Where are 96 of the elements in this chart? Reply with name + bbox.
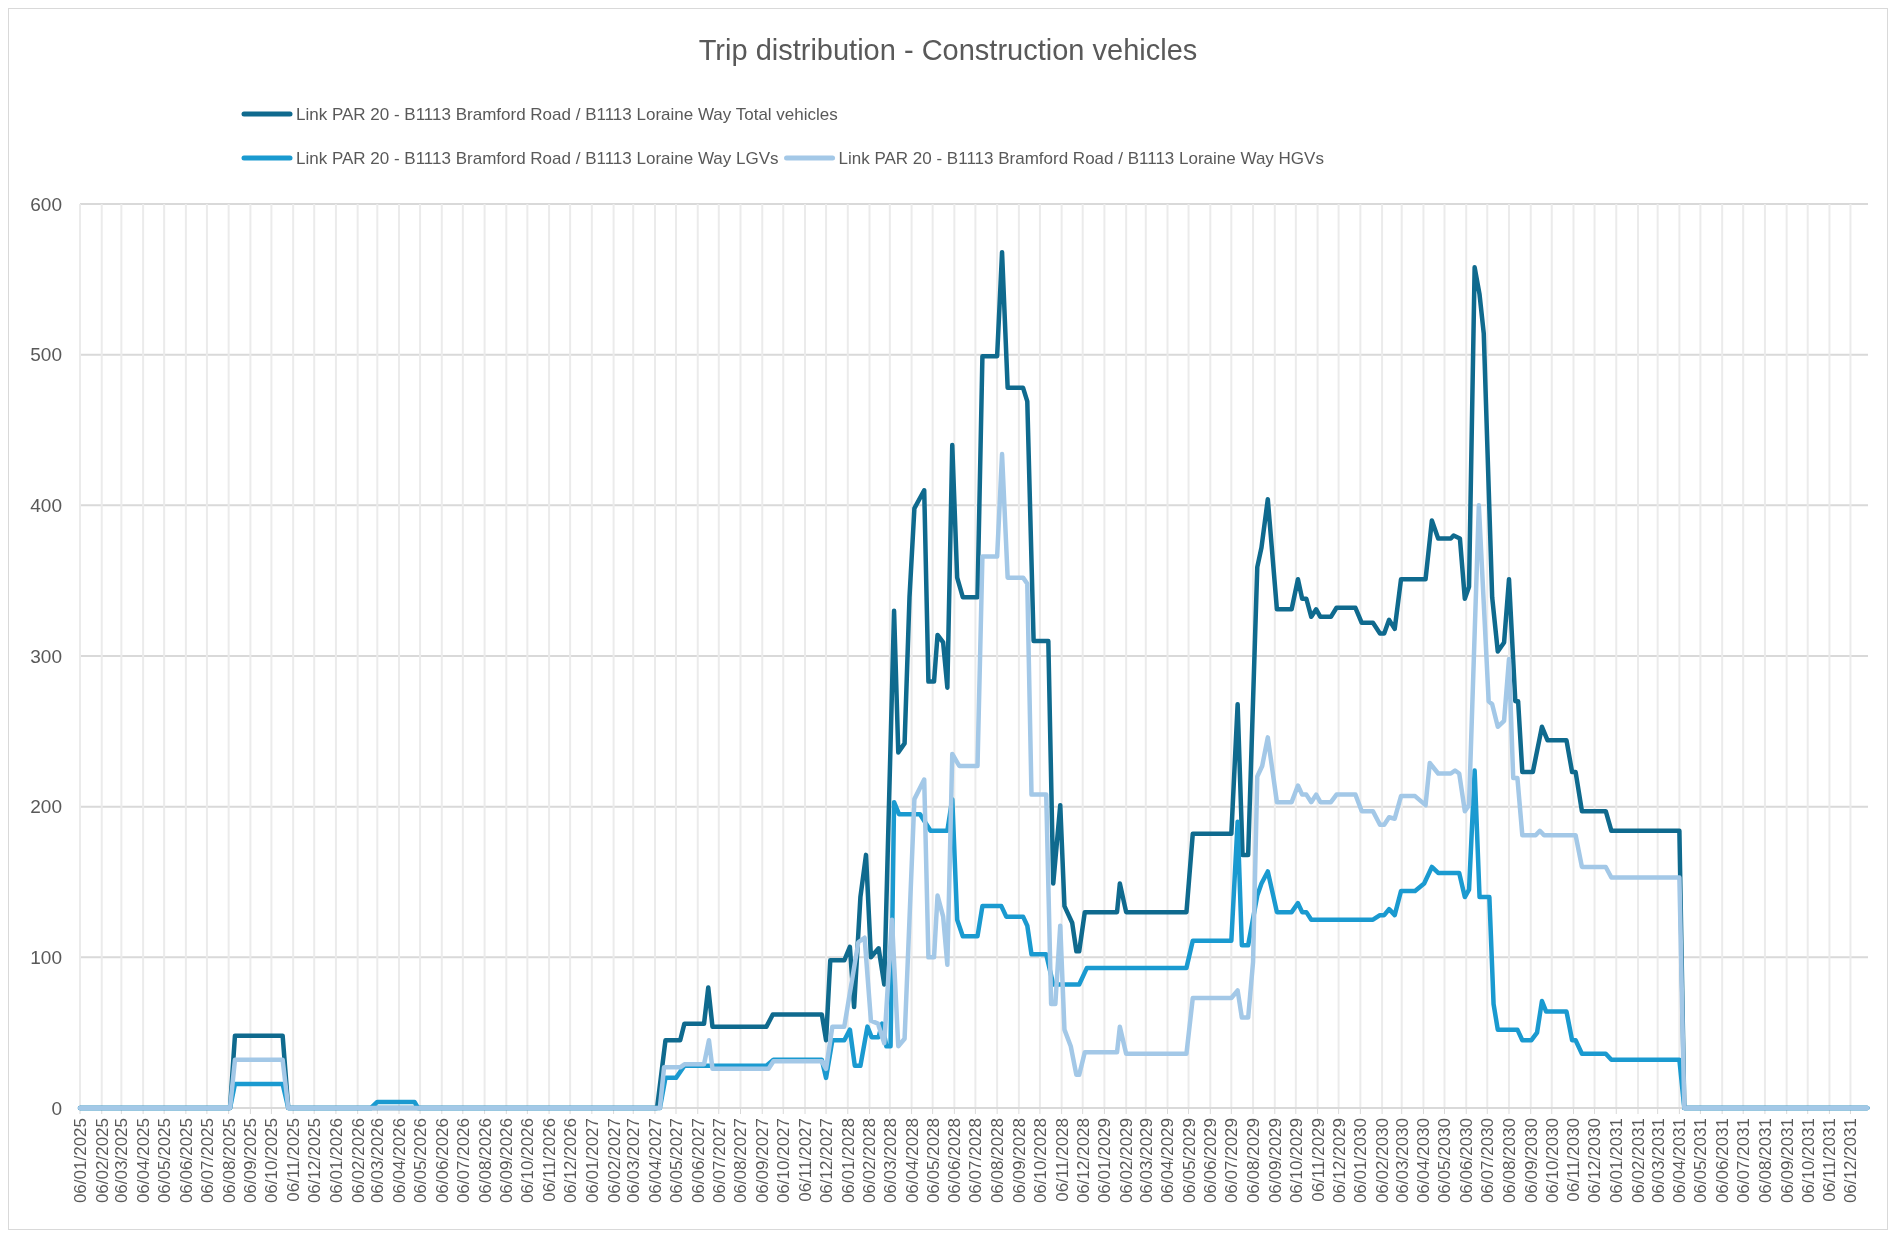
x-tick-label: 06/09/2025	[241, 1118, 261, 1204]
x-tick-label: 06/01/2026	[326, 1118, 346, 1204]
x-tick-label: 06/12/2026	[561, 1118, 581, 1204]
x-tick-label: 06/06/2030	[1457, 1118, 1477, 1204]
x-tick-label: 06/11/2029	[1308, 1118, 1328, 1202]
x-tick-label: 06/08/2028	[988, 1118, 1008, 1204]
x-tick-label: 06/05/2025	[155, 1118, 175, 1204]
x-tick-label: 06/02/2030	[1373, 1118, 1393, 1204]
x-tick-label: 06/09/2031	[1777, 1118, 1797, 1204]
x-tick-label: 06/02/2026	[348, 1118, 368, 1204]
legend-label: Link PAR 20 - B1113 Bramford Road / B1113 Loraine Way HGVs	[838, 148, 1324, 168]
x-tick-label: 06/05/2030	[1435, 1118, 1455, 1204]
x-tick-label: 06/09/2029	[1265, 1118, 1285, 1204]
x-tick-label: 06/09/2030	[1521, 1118, 1541, 1204]
x-tick-label: 06/07/2025	[197, 1118, 217, 1204]
x-tick-label: 06/02/2028	[860, 1118, 880, 1204]
x-tick-label: 06/05/2026	[411, 1118, 431, 1204]
y-tick-label: 300	[30, 645, 62, 667]
x-tick-label: 06/12/2028	[1073, 1118, 1093, 1204]
x-tick-label: 06/04/2026	[389, 1118, 409, 1204]
x-tick-label: 06/06/2029	[1201, 1118, 1221, 1204]
line-series	[77, 451, 1870, 1111]
x-tick-label: 06/01/2030	[1351, 1118, 1371, 1204]
x-tick-label: 06/08/2029	[1244, 1118, 1264, 1204]
x-tick-label: 06/10/2027	[774, 1118, 794, 1204]
legend-label: Link PAR 20 - B1113 Bramford Road / B1113 Loraine Way LGVs	[296, 148, 779, 168]
x-tick-label: 06/03/2025	[112, 1118, 132, 1204]
x-tick-label: 06/11/2031	[1820, 1118, 1840, 1202]
x-tick-label: 06/08/2025	[219, 1118, 239, 1204]
x-tick-label: 06/07/2026	[453, 1118, 473, 1204]
x-tick-label: 06/09/2027	[753, 1118, 773, 1204]
x-tick-label: 06/03/2028	[880, 1118, 900, 1204]
y-tick-label: 400	[30, 494, 62, 516]
y-tick-label: 0	[51, 1097, 62, 1119]
y-tick-label: 200	[30, 796, 62, 818]
x-tick-label: 06/12/2031	[1841, 1118, 1861, 1204]
x-tick-label: 06/03/2031	[1648, 1118, 1668, 1204]
x-tick-label: 06/04/2027	[645, 1118, 665, 1204]
x-tick-label: 06/06/2031	[1713, 1118, 1733, 1204]
chart-title: Trip distribution - Construction vehicles	[698, 34, 1198, 66]
x-tick-label: 06/02/2027	[604, 1118, 624, 1204]
x-tick-label: 06/01/2031	[1607, 1118, 1627, 1204]
legend-label: Link PAR 20 - B1113 Bramford Road / B1113 Loraine Way Total vehicles	[296, 104, 838, 124]
x-tick-label: 06/10/2025	[262, 1118, 282, 1204]
x-tick-label: 06/10/2026	[518, 1118, 538, 1204]
x-tick-label: 06/04/2028	[902, 1118, 922, 1204]
x-tick-label: 06/01/2025	[70, 1118, 90, 1204]
x-tick-label: 06/07/2029	[1222, 1118, 1242, 1204]
y-tick-label: 600	[30, 193, 62, 215]
x-tick-label: 06/08/2027	[731, 1118, 751, 1204]
x-tick-label: 06/02/2029	[1117, 1118, 1137, 1204]
x-tick-label: 06/04/2030	[1414, 1118, 1434, 1204]
x-tick-label: 06/05/2027	[666, 1118, 686, 1204]
x-tick-label: 06/06/2025	[176, 1118, 196, 1204]
x-tick-label: 06/03/2026	[368, 1118, 388, 1204]
x-tick-label: 06/12/2025	[305, 1118, 325, 1204]
x-tick-label: 06/01/2028	[838, 1118, 858, 1204]
x-tick-label: 06/10/2028	[1030, 1118, 1050, 1204]
x-tick-label: 06/11/2025	[284, 1118, 304, 1202]
x-tick-label: 06/11/2030	[1564, 1118, 1584, 1202]
x-tick-label: 06/10/2031	[1798, 1118, 1818, 1204]
x-tick-label: 06/07/2027	[709, 1118, 729, 1204]
x-tick-label: 06/04/2025	[134, 1118, 154, 1204]
x-tick-label: 06/09/2028	[1009, 1118, 1029, 1204]
x-tick-label: 06/09/2026	[497, 1118, 517, 1204]
x-tick-label: 06/02/2031	[1628, 1118, 1648, 1204]
x-tick-label: 06/10/2029	[1286, 1118, 1306, 1204]
x-tick-label: 06/08/2031	[1755, 1118, 1775, 1204]
x-tick-label: 06/12/2027	[817, 1118, 836, 1204]
x-tick-label: 06/12/2029	[1329, 1118, 1349, 1204]
x-tick-label: 06/11/2028	[1052, 1118, 1072, 1202]
x-tick-label: 06/08/2030	[1499, 1118, 1519, 1204]
x-tick-label: 06/07/2030	[1478, 1118, 1498, 1204]
x-tick-label: 06/12/2030	[1585, 1118, 1605, 1204]
x-tick-label: 06/03/2029	[1136, 1118, 1156, 1204]
x-tick-label: 06/07/2031	[1734, 1118, 1754, 1204]
x-tick-label: 06/05/2029	[1179, 1118, 1199, 1204]
x-tick-label: 06/10/2030	[1542, 1118, 1562, 1204]
x-tick-label: 06/06/2028	[945, 1118, 965, 1204]
x-tick-label: 06/05/2028	[923, 1118, 943, 1204]
x-tick-label: 06/03/2027	[624, 1118, 644, 1204]
x-tick-label: 06/11/2026	[540, 1118, 560, 1202]
x-tick-label: 06/07/2028	[966, 1118, 986, 1204]
x-tick-label: 06/11/2027	[795, 1118, 815, 1202]
x-tick-label: 06/04/2031	[1670, 1118, 1690, 1204]
x-tick-label: 06/04/2029	[1158, 1118, 1178, 1204]
y-tick-label: 100	[30, 946, 62, 968]
x-tick-label: 06/06/2027	[688, 1118, 708, 1204]
x-tick-label: 06/06/2026	[432, 1118, 452, 1204]
x-tick-label: 06/08/2026	[475, 1118, 495, 1204]
y-tick-label: 500	[30, 344, 62, 366]
x-tick-label: 06/03/2030	[1392, 1118, 1412, 1204]
x-tick-label: 06/02/2025	[92, 1118, 112, 1204]
x-tick-label: 06/01/2027	[582, 1118, 602, 1204]
x-tick-label: 06/05/2031	[1691, 1118, 1711, 1204]
x-tick-label: 06/01/2029	[1095, 1118, 1115, 1204]
